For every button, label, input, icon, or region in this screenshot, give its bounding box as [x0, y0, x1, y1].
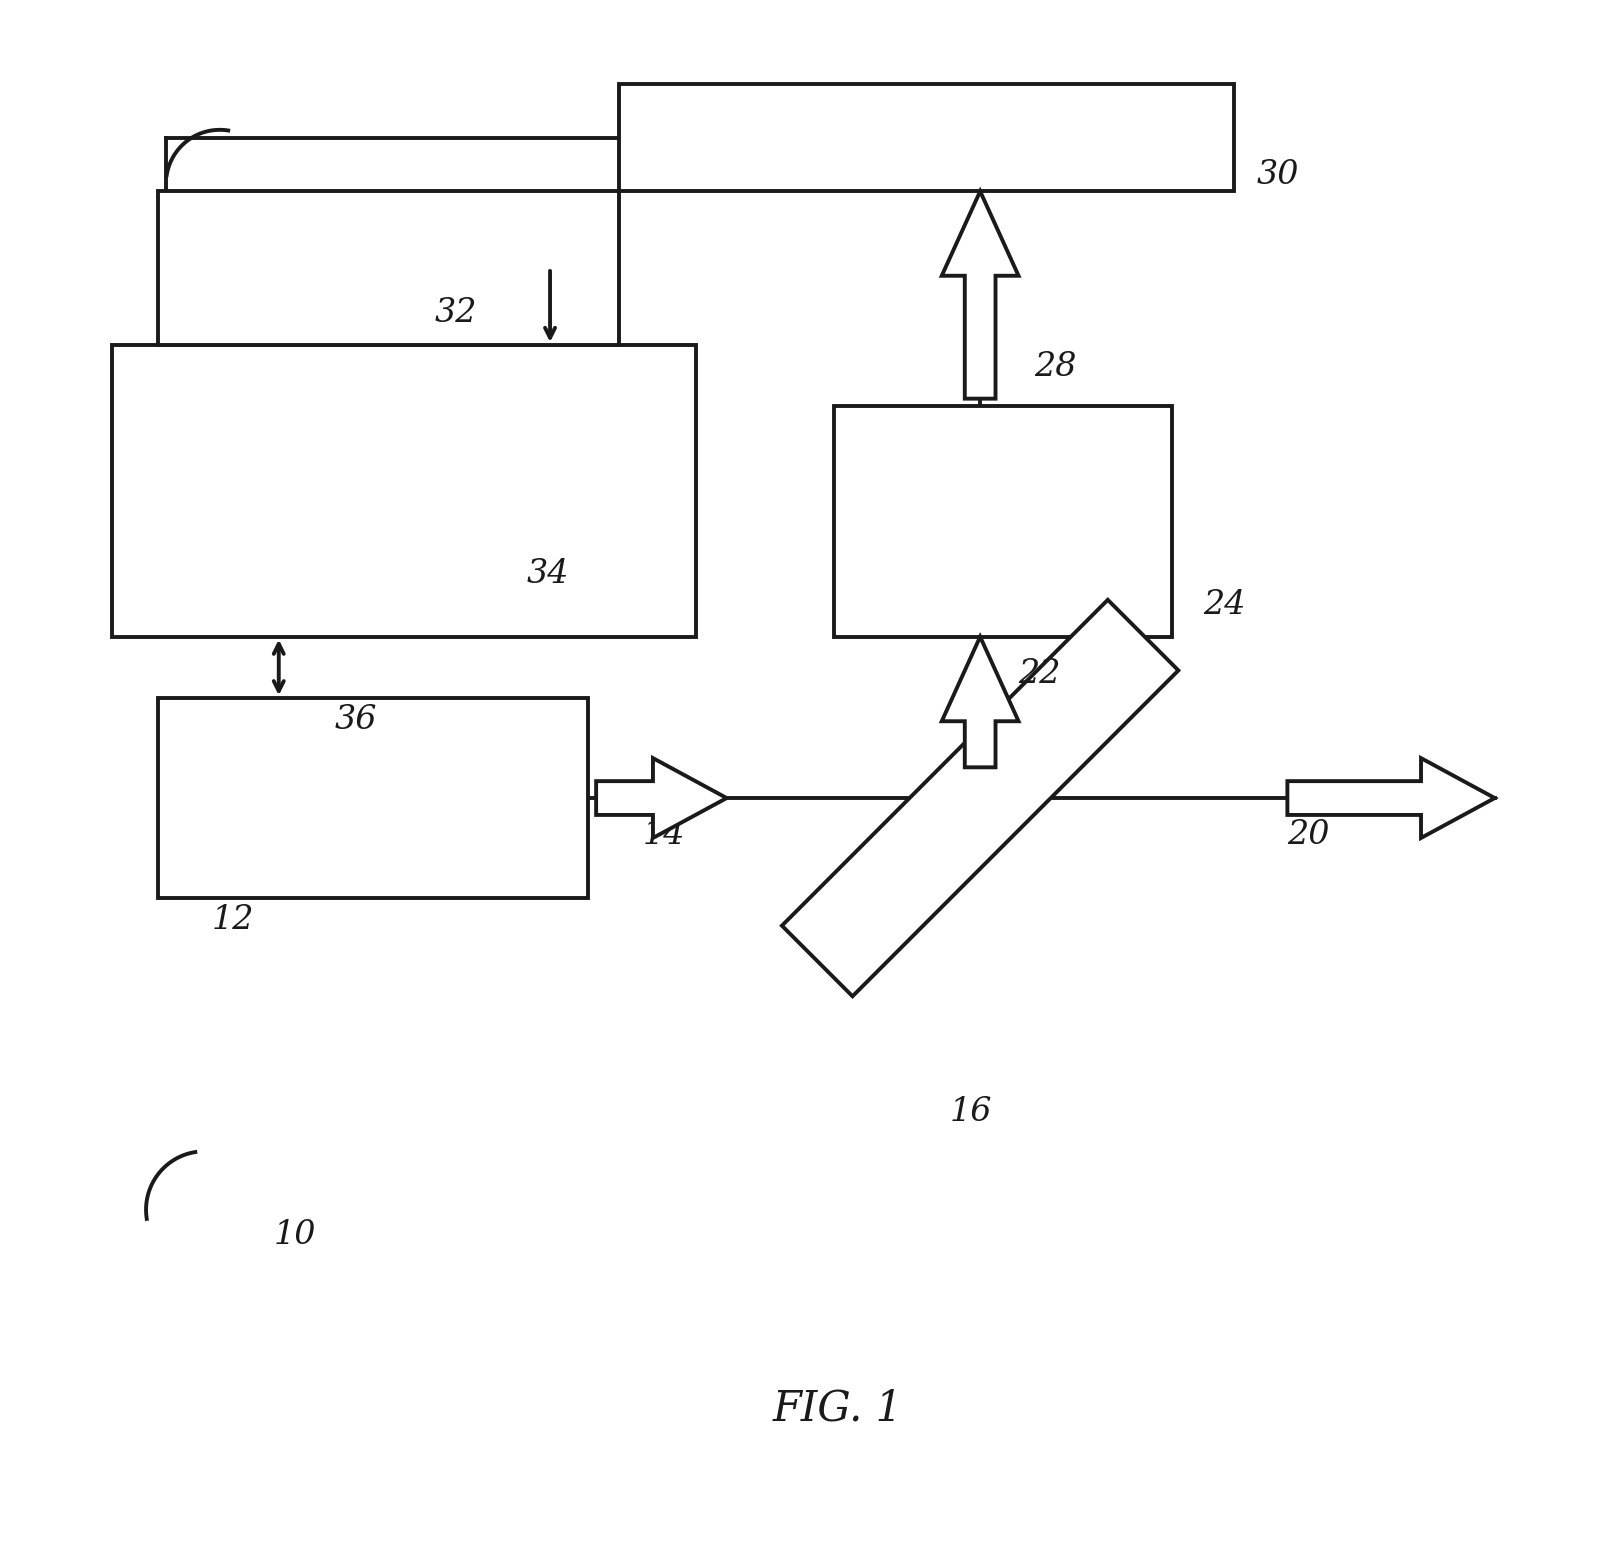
Text: 36: 36 — [334, 704, 378, 736]
Text: 32: 32 — [435, 298, 477, 329]
Text: 14: 14 — [643, 818, 685, 851]
Text: 12: 12 — [212, 904, 254, 936]
Bar — [834, 406, 1172, 637]
Polygon shape — [783, 600, 1178, 997]
Text: FIG. 1: FIG. 1 — [773, 1387, 903, 1429]
Bar — [159, 698, 588, 897]
Text: 10: 10 — [273, 1218, 317, 1251]
Polygon shape — [1287, 758, 1495, 839]
Text: 34: 34 — [527, 558, 569, 591]
Text: 30: 30 — [1257, 158, 1298, 191]
Text: 16: 16 — [950, 1096, 992, 1128]
Polygon shape — [596, 758, 726, 839]
Polygon shape — [942, 191, 1019, 398]
Bar — [619, 84, 1234, 191]
Bar — [159, 191, 619, 346]
Polygon shape — [942, 637, 1019, 767]
Text: 24: 24 — [1204, 589, 1245, 620]
Bar — [112, 346, 696, 637]
Text: 20: 20 — [1287, 818, 1331, 851]
Text: 22: 22 — [1019, 657, 1061, 690]
Text: 28: 28 — [1033, 350, 1077, 383]
